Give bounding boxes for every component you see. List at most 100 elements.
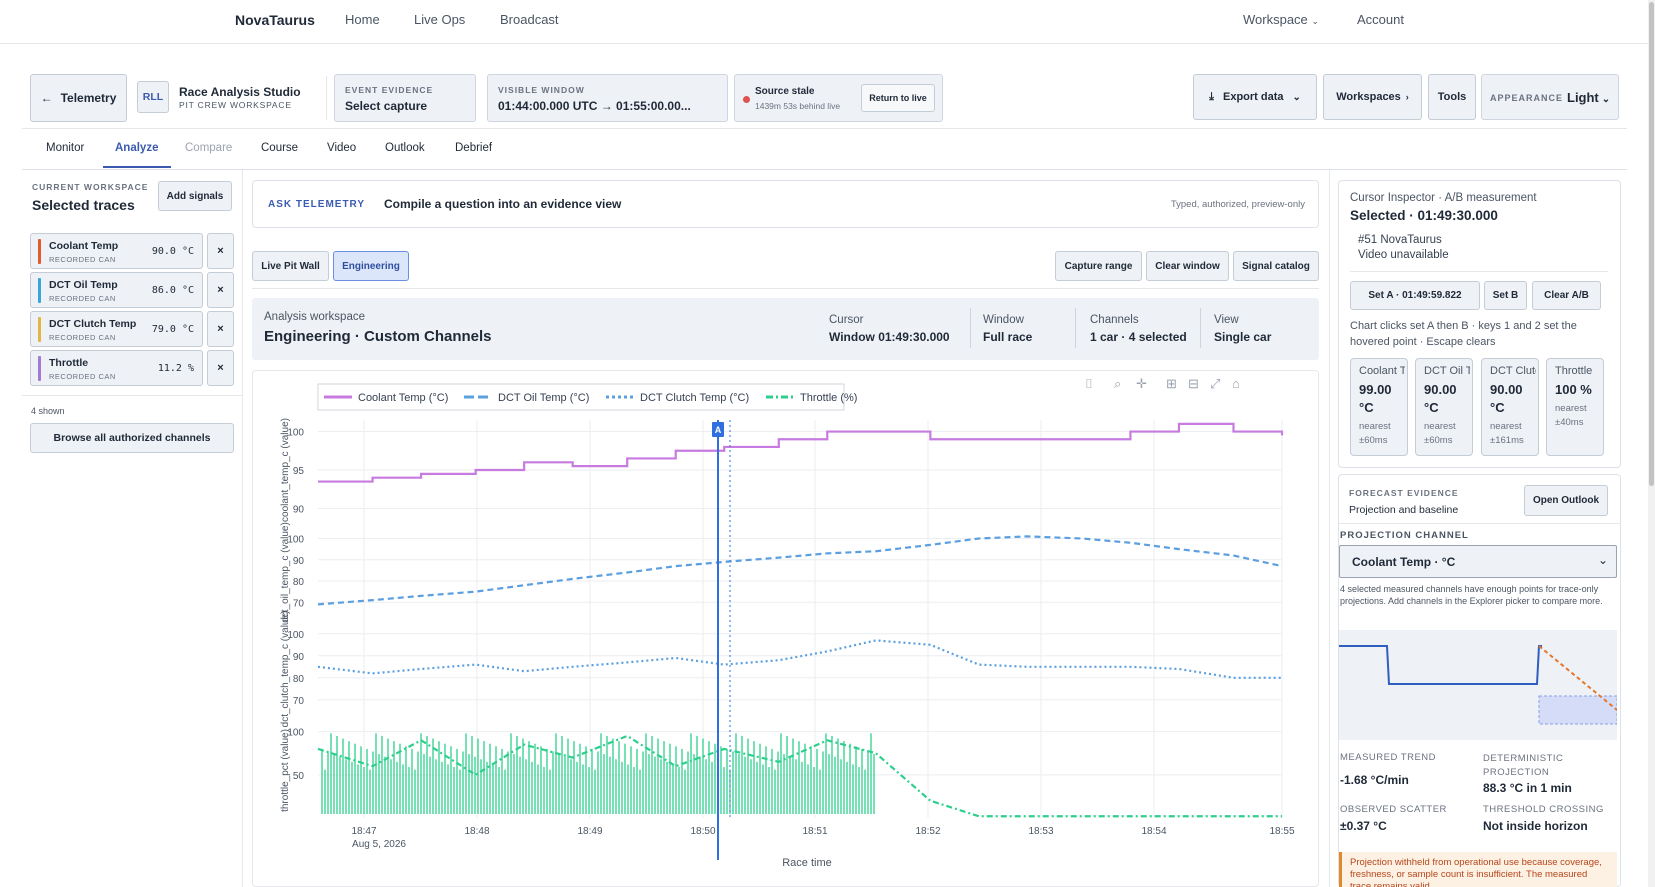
projection-note: 4 selected measured channels have enough… xyxy=(1340,584,1603,606)
pan-icon[interactable]: ✛ xyxy=(1136,376,1147,391)
clear-window-button[interactable]: Clear window xyxy=(1146,251,1229,281)
live-pit-wall-button[interactable]: Live Pit Wall xyxy=(252,251,329,281)
list-item[interactable]: Throttle RECORDED CAN 11.2 % xyxy=(30,350,203,386)
workspace-menu[interactable]: Workspace ⌄ xyxy=(1243,12,1319,27)
nav-broadcast[interactable]: Broadcast xyxy=(500,12,559,27)
top-navigation: NovaTaurus Home Live Ops Broadcast Works… xyxy=(0,0,1655,44)
capture-range-button[interactable]: Capture range xyxy=(1055,251,1142,281)
set-b-button[interactable]: Set B xyxy=(1484,281,1527,310)
ask-prompt[interactable]: Compile a question into an evidence view xyxy=(384,197,622,211)
card-note: nearest ±161ms xyxy=(1490,421,1524,446)
tab-course[interactable]: Course xyxy=(261,142,299,154)
sidebar-label: CURRENT WORKSPACE xyxy=(32,182,149,192)
tab-debrief[interactable]: Debrief xyxy=(455,142,493,154)
zoom-out-icon[interactable]: ⊟ xyxy=(1188,376,1199,391)
nav-live-ops[interactable]: Live Ops xyxy=(414,12,466,27)
projection-channel-select[interactable]: Coolant Temp · °C ⌄ xyxy=(1339,545,1617,578)
ask-label: ASK TELEMETRY xyxy=(268,199,366,210)
tab-analyze[interactable]: Analyze xyxy=(115,142,159,154)
forecast-label: FORECAST EVIDENCE xyxy=(1349,488,1459,498)
list-item[interactable]: DCT Clutch Temp RECORDED CAN 79.0 °C xyxy=(30,311,203,347)
channel-source: RECORDED CAN xyxy=(49,255,116,264)
event-evidence-picker[interactable]: EVENT EVIDENCE Select capture xyxy=(334,74,476,122)
y-tick-label: 100 xyxy=(287,630,304,641)
trend-value: -1.68 °C/min xyxy=(1340,773,1409,787)
tab-video[interactable]: Video xyxy=(327,142,357,154)
studio-title: Race Analysis Studio xyxy=(179,85,301,99)
zoom-in-icon[interactable]: ⊞ xyxy=(1166,376,1177,391)
workspaces-button[interactable]: Workspaces › xyxy=(1323,74,1422,120)
home-icon[interactable]: ⌂ xyxy=(1232,376,1240,391)
projection-channel-label: PROJECTION CHANNEL xyxy=(1340,530,1469,541)
appearance-value: Light xyxy=(1567,90,1599,105)
source-status: Source stale 1439m 53s behind live Retur… xyxy=(734,74,943,122)
open-outlook-button[interactable]: Open Outlook xyxy=(1524,485,1608,516)
legend-box xyxy=(317,383,845,411)
close-icon[interactable]: × xyxy=(207,233,234,269)
y-tick-label: 70 xyxy=(293,696,305,707)
studio-badge: RLL xyxy=(137,81,169,113)
close-icon[interactable]: × xyxy=(207,272,234,308)
x-tick-label: 18:52 xyxy=(915,826,940,837)
inspector-title: Cursor Inspector · A/B measurement xyxy=(1350,192,1537,204)
telemetry-chart[interactable]: ⌷ ⌕ ✛ ⊞ ⊟ ⤢ ⌂ Coolant Temp (°C) DCT Oil T… xyxy=(252,370,1319,887)
tab-compare[interactable]: Compare xyxy=(185,142,233,154)
appearance-select[interactable]: APPEARANCE Light ⌄ xyxy=(1481,74,1619,120)
list-item[interactable]: Coolant Temp RECORDED CAN 90.0 °C xyxy=(30,233,203,269)
card-title: DCT Clutch Temp xyxy=(1490,365,1536,377)
projection-line xyxy=(1538,645,1617,711)
x-tick-label: 18:47 xyxy=(351,826,376,837)
legend-label: DCT Oil Temp (°C) xyxy=(498,392,589,404)
channel-name: DCT Clutch Temp xyxy=(49,318,137,330)
tab-outlook[interactable]: Outlook xyxy=(385,142,425,154)
ask-telemetry-bar[interactable]: ASK TELEMETRY Compile a question into an… xyxy=(252,180,1319,228)
stat-cursor-value: Window 01:49:30.000 xyxy=(829,330,950,344)
camera-icon[interactable]: ⌷ xyxy=(1085,376,1093,391)
zoom-icon[interactable]: ⌕ xyxy=(1114,376,1121,391)
browse-channels-button[interactable]: Browse all authorized channels xyxy=(30,423,234,453)
close-icon[interactable]: × xyxy=(207,311,234,347)
back-telemetry-button[interactable]: ← Telemetry xyxy=(30,74,127,122)
engineering-button[interactable]: Engineering xyxy=(333,251,409,281)
y-tick-label: 50 xyxy=(293,771,305,782)
channel-readout-card: Throttle 100 % nearest ±40ms xyxy=(1546,358,1604,456)
set-a-button[interactable]: Set A · 01:49:59.822 xyxy=(1350,281,1480,310)
active-tab-indicator xyxy=(103,166,171,168)
inspector-help: Chart clicks set A then B · keys 1 and 2… xyxy=(1350,320,1577,348)
y-tick-label: 100 xyxy=(287,428,304,439)
clear-ab-button[interactable]: Clear A/B xyxy=(1532,281,1601,310)
autoscale-icon[interactable]: ⤢ xyxy=(1210,376,1220,391)
stat-view-value: Single car xyxy=(1214,330,1272,344)
channel-color-swatch xyxy=(38,239,41,264)
close-icon[interactable]: × xyxy=(207,350,234,386)
visible-window-picker[interactable]: VISIBLE WINDOW 01:44:00.000 UTC → 01:55:… xyxy=(487,74,728,122)
y-axis-title: dct_oil_temp_c (value) xyxy=(280,522,291,623)
series-line xyxy=(317,535,1283,606)
divider xyxy=(1329,170,1330,887)
chevron-down-icon: ⌄ xyxy=(1292,91,1301,103)
y-tick-label: 95 xyxy=(293,466,305,477)
nav-home[interactable]: Home xyxy=(345,12,380,27)
channel-color-swatch xyxy=(38,317,41,342)
page-scrollbar[interactable] xyxy=(1648,0,1655,887)
channel-readout-card: DCT Clutch Temp 90.00 °C nearest ±161ms xyxy=(1481,358,1539,456)
x-axis-title: Race time xyxy=(782,857,832,869)
legend-label: Throttle (%) xyxy=(800,392,857,404)
list-item[interactable]: DCT Oil Temp RECORDED CAN 86.0 °C xyxy=(30,272,203,308)
add-signals-button[interactable]: Add signals xyxy=(158,181,232,211)
return-to-live-button[interactable]: Return to live xyxy=(861,84,935,112)
card-value: 90.00 °C xyxy=(1490,382,1523,415)
divider xyxy=(22,169,1627,170)
tools-button[interactable]: Tools xyxy=(1428,74,1476,120)
x-date-label: Aug 5, 2026 xyxy=(352,839,406,850)
x-tick-label: 18:49 xyxy=(577,826,602,837)
account-link[interactable]: Account xyxy=(1357,12,1404,27)
signal-catalog-button[interactable]: Signal catalog xyxy=(1233,251,1319,281)
brand-logo[interactable]: NovaTaurus xyxy=(235,12,315,28)
projection-label: DETERMINISTIC PROJECTION xyxy=(1483,753,1564,778)
projection-chart xyxy=(1339,630,1617,740)
tab-monitor[interactable]: Monitor xyxy=(46,142,85,154)
shown-count: 4 shown xyxy=(31,406,65,416)
export-data-button[interactable]: ⤓ Export data ⌄ xyxy=(1193,74,1317,120)
inspector-car: #51 NovaTaurus xyxy=(1358,234,1442,246)
